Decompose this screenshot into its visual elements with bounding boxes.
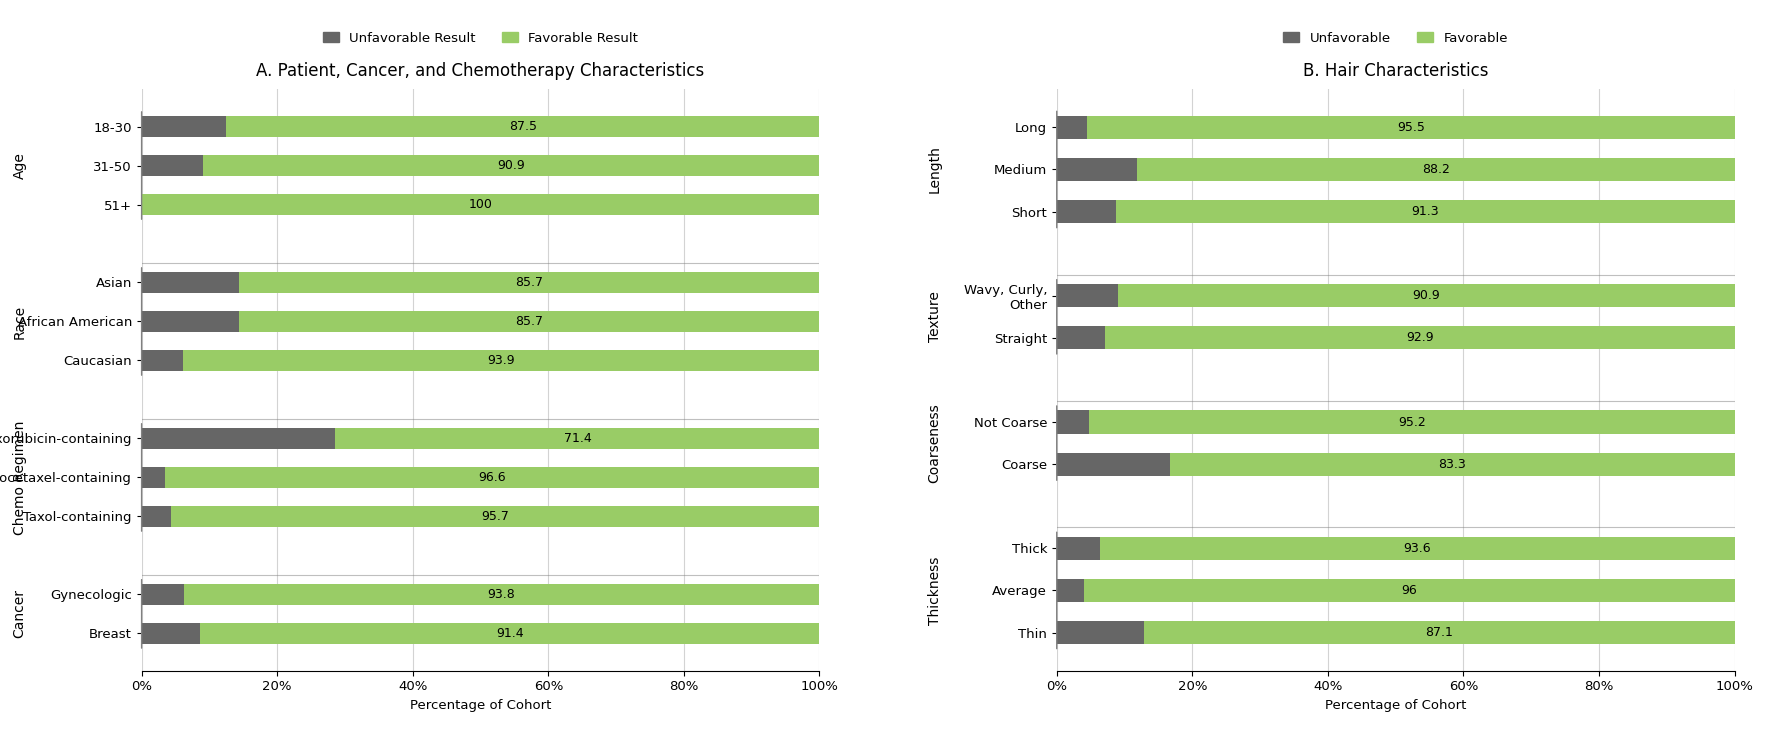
Bar bbox=[1057, 536, 1101, 560]
Text: 95.7: 95.7 bbox=[481, 510, 510, 523]
Legend: Unfavorable Result, Favorable Result: Unfavorable Result, Favorable Result bbox=[317, 26, 644, 50]
Text: Chemo Regimen: Chemo Regimen bbox=[12, 420, 27, 535]
Bar bbox=[142, 155, 204, 177]
Text: 91.3: 91.3 bbox=[1411, 205, 1439, 218]
Bar bbox=[336, 428, 820, 449]
Text: 93.8: 93.8 bbox=[489, 588, 515, 601]
Bar bbox=[142, 349, 182, 371]
Bar bbox=[142, 506, 170, 527]
Text: Cancer: Cancer bbox=[12, 589, 27, 638]
Bar bbox=[1057, 200, 1115, 224]
Text: 95.5: 95.5 bbox=[1397, 121, 1425, 134]
Text: Thickness: Thickness bbox=[927, 557, 942, 624]
Bar bbox=[142, 466, 165, 488]
Bar bbox=[1057, 452, 1170, 476]
Bar bbox=[200, 623, 820, 644]
Bar bbox=[170, 506, 820, 527]
Bar bbox=[239, 272, 820, 294]
Bar bbox=[1057, 621, 1143, 644]
Bar bbox=[1170, 452, 1735, 476]
Text: 95.2: 95.2 bbox=[1398, 416, 1427, 428]
Text: 100: 100 bbox=[469, 198, 492, 211]
Text: 96: 96 bbox=[1402, 584, 1418, 597]
Title: A. Patient, Cancer, and Chemotherapy Characteristics: A. Patient, Cancer, and Chemotherapy Cha… bbox=[257, 62, 704, 80]
Text: 92.9: 92.9 bbox=[1405, 332, 1434, 344]
Text: Texture: Texture bbox=[927, 291, 942, 342]
Text: 91.4: 91.4 bbox=[496, 627, 524, 640]
Text: 87.5: 87.5 bbox=[510, 120, 536, 133]
Bar bbox=[184, 583, 820, 605]
X-axis label: Percentage of Cohort: Percentage of Cohort bbox=[411, 699, 550, 711]
Bar bbox=[142, 272, 239, 294]
Text: 85.7: 85.7 bbox=[515, 315, 543, 328]
Text: 90.9: 90.9 bbox=[1412, 289, 1441, 302]
Bar bbox=[142, 428, 336, 449]
Bar bbox=[1057, 326, 1104, 349]
Text: 87.1: 87.1 bbox=[1425, 626, 1453, 639]
Text: 85.7: 85.7 bbox=[515, 276, 543, 289]
Bar bbox=[1057, 115, 1087, 139]
Bar bbox=[142, 311, 239, 332]
Bar bbox=[1089, 410, 1735, 434]
X-axis label: Percentage of Cohort: Percentage of Cohort bbox=[1326, 699, 1466, 711]
Bar bbox=[1087, 115, 1735, 139]
Bar bbox=[1115, 200, 1735, 224]
Title: B. Hair Characteristics: B. Hair Characteristics bbox=[1303, 62, 1489, 80]
Text: Length: Length bbox=[927, 145, 942, 194]
Bar bbox=[1083, 579, 1735, 602]
Bar bbox=[1104, 326, 1735, 349]
Bar bbox=[1101, 536, 1735, 560]
Text: 93.6: 93.6 bbox=[1404, 542, 1432, 555]
Bar bbox=[182, 349, 820, 371]
Bar bbox=[239, 311, 820, 332]
Bar bbox=[227, 115, 820, 137]
Text: 88.2: 88.2 bbox=[1421, 163, 1450, 176]
Legend: Unfavorable, Favorable: Unfavorable, Favorable bbox=[1278, 26, 1513, 50]
Bar bbox=[1057, 579, 1083, 602]
Text: 71.4: 71.4 bbox=[563, 432, 591, 445]
Bar bbox=[142, 583, 184, 605]
Bar bbox=[1143, 621, 1735, 644]
Text: 90.9: 90.9 bbox=[497, 159, 526, 172]
Bar bbox=[142, 194, 820, 215]
Text: Coarseness: Coarseness bbox=[927, 403, 942, 483]
Bar bbox=[204, 155, 820, 177]
Text: 83.3: 83.3 bbox=[1439, 457, 1466, 471]
Bar bbox=[1057, 410, 1089, 434]
Bar bbox=[142, 115, 227, 137]
Text: Age: Age bbox=[12, 152, 27, 179]
Bar bbox=[1057, 284, 1119, 308]
Bar bbox=[165, 466, 820, 488]
Text: 93.9: 93.9 bbox=[487, 354, 515, 367]
Bar bbox=[1057, 158, 1136, 181]
Text: Race: Race bbox=[12, 305, 27, 338]
Text: 96.6: 96.6 bbox=[478, 471, 506, 484]
Bar bbox=[142, 623, 200, 644]
Bar bbox=[1119, 284, 1735, 308]
Bar bbox=[1136, 158, 1735, 181]
